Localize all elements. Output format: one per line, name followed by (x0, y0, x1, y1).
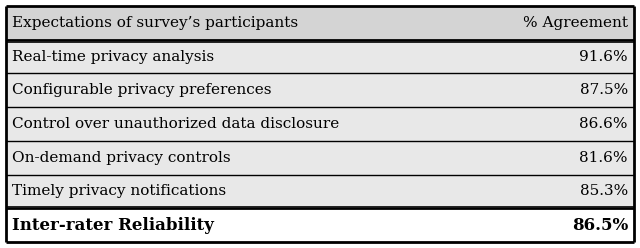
Text: 86.5%: 86.5% (572, 217, 628, 234)
Bar (6, 107, 634, 141)
Bar (6, 141, 634, 175)
Text: % Agreement: % Agreement (523, 16, 628, 30)
Text: Timely privacy notifications: Timely privacy notifications (12, 185, 226, 198)
Text: Configurable privacy preferences: Configurable privacy preferences (12, 83, 271, 97)
Text: Real-time privacy analysis: Real-time privacy analysis (12, 50, 214, 63)
Text: 81.6%: 81.6% (579, 151, 628, 165)
Text: 86.6%: 86.6% (579, 117, 628, 131)
Bar (6, 73, 634, 107)
Text: Control over unauthorized data disclosure: Control over unauthorized data disclosur… (12, 117, 339, 131)
Bar (6, 6, 634, 40)
Text: 87.5%: 87.5% (580, 83, 628, 97)
Bar (6, 175, 634, 208)
Bar (6, 208, 634, 242)
Text: Inter-rater Reliability: Inter-rater Reliability (12, 217, 214, 234)
Text: 91.6%: 91.6% (579, 50, 628, 63)
Text: On-demand privacy controls: On-demand privacy controls (12, 151, 230, 165)
Text: 85.3%: 85.3% (580, 185, 628, 198)
Text: Expectations of survey’s participants: Expectations of survey’s participants (12, 16, 298, 30)
Bar (6, 40, 634, 73)
